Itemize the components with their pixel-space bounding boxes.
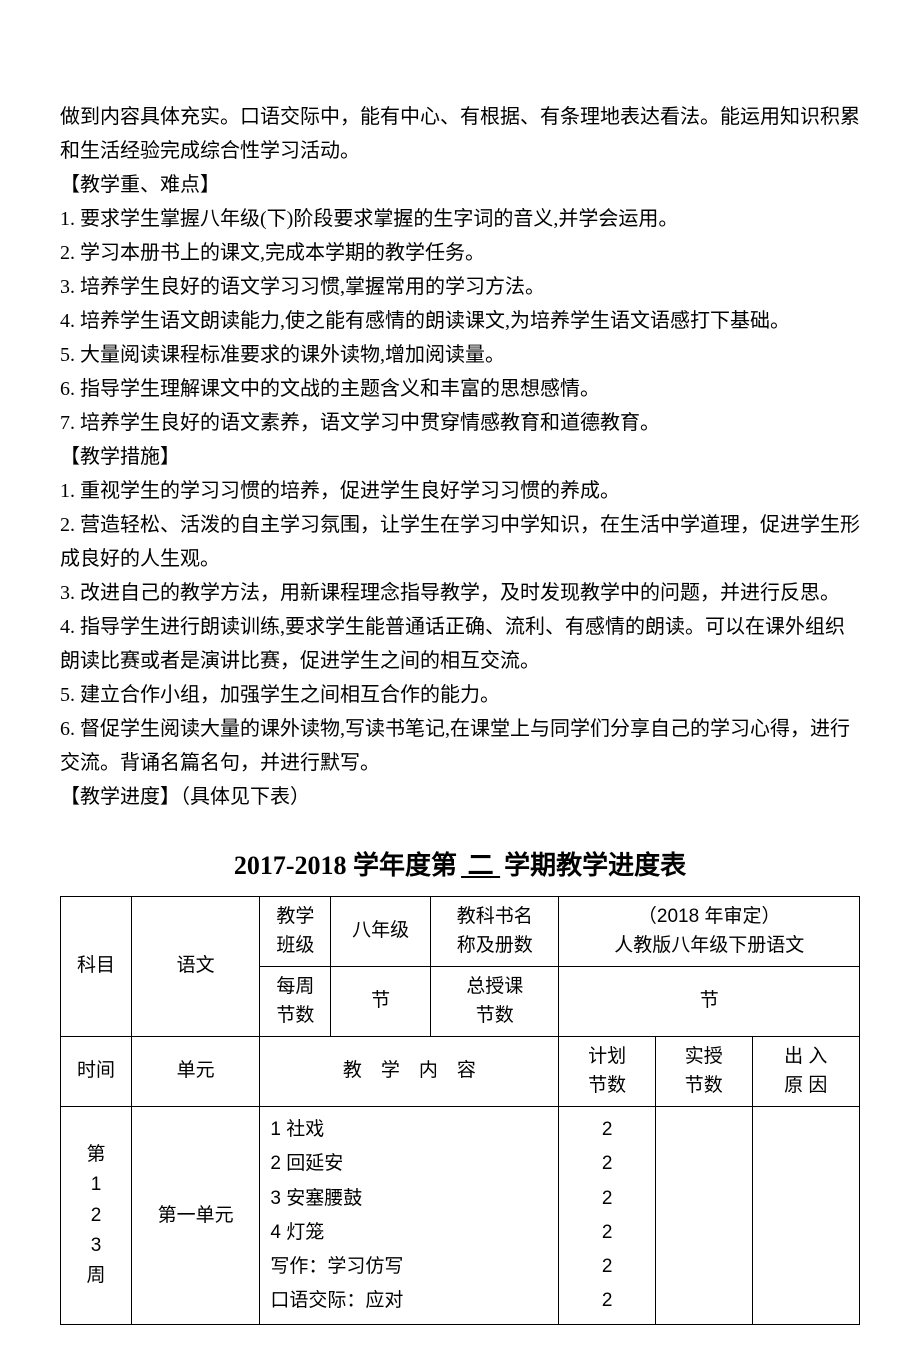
content-line-0: 1 社戏 <box>270 1113 554 1147</box>
unit-header: 单元 <box>131 1037 259 1107</box>
title-suffix: 学期教学进度表 <box>504 851 686 880</box>
content-cell: 1 社戏 2 回延安 3 安塞腰鼓 4 灯笼 写作：学习仿写 口语交际：应对 <box>260 1107 559 1325</box>
plan-count-0: 2 <box>563 1113 651 1147</box>
schedule-table: 科目 语文 教学 班级 八年级 教科书名 称及册数 （2018 年审定） 人教版… <box>60 896 860 1325</box>
diff-cell <box>752 1107 860 1325</box>
intro-paragraph: 做到内容具体充实。口语交际中，能有中心、有根据、有条理地表达看法。能运用知识积累… <box>60 100 860 168</box>
total-value-cell: 节 <box>559 967 860 1037</box>
section-header-progress: 【教学进度】（具体见下表） <box>60 780 860 814</box>
diff-header: 出 入 原 因 <box>752 1037 860 1107</box>
content-line-2: 3 安塞腰鼓 <box>270 1182 554 1216</box>
book-line-1: （2018 年审定） <box>563 903 855 932</box>
header-row-1: 科目 语文 教学 班级 八年级 教科书名 称及册数 （2018 年审定） 人教版… <box>61 897 860 967</box>
plan-count-2: 2 <box>563 1182 651 1216</box>
week-word-0: 第 <box>65 1140 127 1170</box>
difficulty-item-4: 4. 培养学生语文朗读能力,使之能有感情的朗读课文,为培养学生语文语感打下基础。 <box>60 304 860 338</box>
book-label-cell: 教科书名 称及册数 <box>431 897 559 967</box>
plan-cell: 2 2 2 2 2 2 <box>559 1107 656 1325</box>
schedule-header-row: 时间 单元 教 学 内 容 计划 节数 实授 节数 出 入 原 因 <box>61 1037 860 1107</box>
table-title: 2017-2018 学年度第 二 学期教学进度表 <box>60 844 860 888</box>
difficulty-item-6: 6. 指导学生理解课文中的文战的主题含义和丰富的思想感情。 <box>60 372 860 406</box>
plan-count-3: 2 <box>563 1216 651 1250</box>
plan-count-1: 2 <box>563 1147 651 1181</box>
semester-slot: 二 <box>457 851 504 880</box>
section-header-difficulties: 【教学重、难点】 <box>60 168 860 202</box>
measure-item-6: 6. 督促学生阅读大量的课外读物,写读书笔记,在课堂上与同学们分享自己的学习心得… <box>60 712 860 780</box>
measure-item-5: 5. 建立合作小组，加强学生之间相互合作的能力。 <box>60 678 860 712</box>
actual-cell <box>655 1107 752 1325</box>
week-word-1: 1 <box>65 1170 127 1200</box>
measure-item-2: 2. 营造轻松、活泼的自主学习氛围，让学生在学习中学知识，在生活中学道理，促进学… <box>60 508 860 576</box>
weekly-value-cell: 节 <box>331 967 431 1037</box>
content-line-4: 写作：学习仿写 <box>270 1250 554 1284</box>
book-line-2: 人教版八年级下册语文 <box>563 932 855 961</box>
difficulty-item-2: 2. 学习本册书上的课文,完成本学期的教学任务。 <box>60 236 860 270</box>
content-line-5: 口语交际：应对 <box>270 1284 554 1318</box>
actual-header: 实授 节数 <box>655 1037 752 1107</box>
weekly-label-cell: 每周 节数 <box>260 967 331 1037</box>
plan-count-4: 2 <box>563 1250 651 1284</box>
content-line-3: 4 灯笼 <box>270 1216 554 1250</box>
title-prefix: 2017-2018 学年度第 <box>234 851 457 880</box>
class-value-cell: 八年级 <box>331 897 431 967</box>
unit-cell: 第一单元 <box>131 1107 259 1325</box>
plan-count-5: 2 <box>563 1284 651 1318</box>
content-line-1: 2 回延安 <box>270 1147 554 1181</box>
week-word-3: 3 <box>65 1231 127 1261</box>
measure-item-1: 1. 重视学生的学习习惯的培养，促进学生良好学习习惯的养成。 <box>60 474 860 508</box>
time-cell: 第 1 2 3 周 <box>61 1107 132 1325</box>
difficulty-item-3: 3. 培养学生良好的语文学习习惯,掌握常用的学习方法。 <box>60 270 860 304</box>
subject-value-cell: 语文 <box>131 897 259 1037</box>
difficulty-item-1: 1. 要求学生掌握八年级(下)阶段要求掌握的生字词的音义,并学会运用。 <box>60 202 860 236</box>
section-header-measures: 【教学措施】 <box>60 440 860 474</box>
content-header: 教 学 内 容 <box>260 1037 559 1107</box>
measure-item-4: 4. 指导学生进行朗读训练,要求学生能普通话正确、流利、有感情的朗读。可以在课外… <box>60 610 860 678</box>
plan-header: 计划 节数 <box>559 1037 656 1107</box>
week-word-4: 周 <box>65 1261 127 1291</box>
class-label-cell: 教学 班级 <box>260 897 331 967</box>
difficulty-item-7: 7. 培养学生良好的语文素养，语文学习中贯穿情感教育和道德教育。 <box>60 406 860 440</box>
difficulty-item-5: 5. 大量阅读课程标准要求的课外读物,增加阅读量。 <box>60 338 860 372</box>
book-value-cell: （2018 年审定） 人教版八年级下册语文 <box>559 897 860 967</box>
subject-label-cell: 科目 <box>61 897 132 1037</box>
measure-item-3: 3. 改进自己的教学方法，用新课程理念指导教学，及时发现教学中的问题，并进行反思… <box>60 576 860 610</box>
week-word-2: 2 <box>65 1201 127 1231</box>
schedule-row-1: 第 1 2 3 周 第一单元 1 社戏 2 回延安 3 安塞腰鼓 4 灯笼 写作… <box>61 1107 860 1325</box>
time-header: 时间 <box>61 1037 132 1107</box>
total-label-cell: 总授课 节数 <box>431 967 559 1037</box>
